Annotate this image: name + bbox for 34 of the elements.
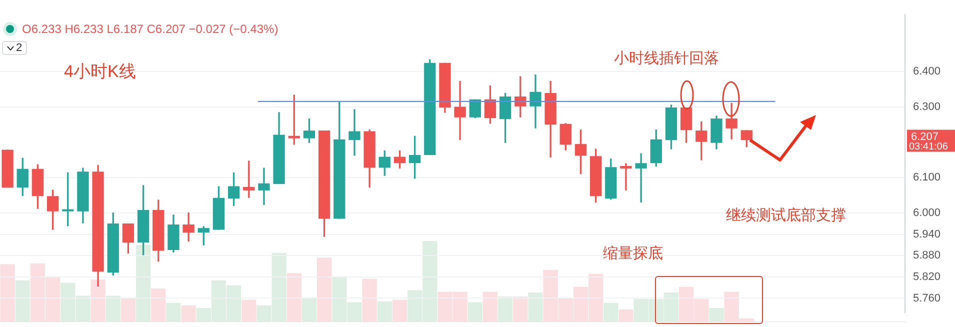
y-tick-label: 5.940 (913, 228, 941, 240)
bar (0, 264, 15, 322)
bar (316, 258, 332, 322)
y-tick-label: 6.400 (913, 65, 941, 78)
bar (120, 298, 136, 322)
bar (181, 305, 196, 322)
bar (482, 292, 498, 322)
bar (90, 280, 106, 322)
candlestick (454, 80, 466, 140)
annotation: 继续测试底部支撑 (726, 206, 846, 225)
bar (513, 296, 528, 322)
candlestick (635, 153, 647, 202)
bar (618, 310, 634, 322)
bar (362, 278, 377, 322)
candlestick (620, 163, 632, 190)
y-tick-label: 5.880 (913, 250, 941, 262)
text: 03:41:06 (909, 141, 948, 152)
bar (151, 288, 166, 322)
candlestick (258, 168, 270, 205)
bar (286, 273, 302, 322)
bar (392, 300, 408, 322)
y-tick-label: 6.000 (913, 207, 941, 220)
y-tick-label: 6.300 (913, 100, 941, 113)
y-tick-label: 6.100 (913, 172, 941, 184)
text: 6.207 (911, 130, 939, 143)
annotation: O6.233 H6.233 L6.187 C6.207 −0.027 (−0.43%) (22, 22, 278, 36)
annotation: 缩量探底 (603, 244, 663, 263)
annotation: 2 (16, 42, 22, 54)
annotation: 4小时K线 (64, 61, 136, 83)
bar (242, 300, 256, 322)
y-tick-label: 5.760 (913, 292, 941, 304)
candlestick (348, 109, 360, 156)
y-tick-label: 5.820 (913, 270, 941, 283)
annotation: 小时线插针回落 (614, 49, 719, 68)
